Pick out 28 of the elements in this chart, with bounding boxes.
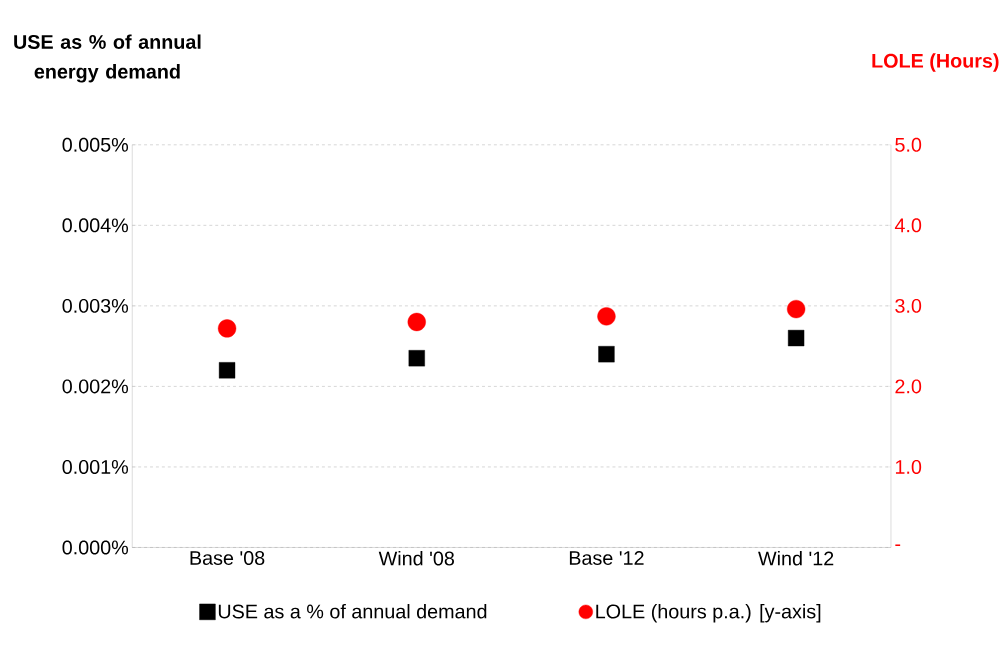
y2-axis-title: LOLE (Hours) (872, 53, 999, 72)
x-tick-label: Wind '08 (378, 551, 455, 566)
y-tick-label: 0.004% (62, 218, 129, 233)
x-tick-label: Base '12 (569, 551, 644, 566)
point (407, 313, 426, 332)
y-axis-title: USE as % of annual energy demand (14, 34, 201, 83)
y2-tick-label: 5.0 (895, 138, 922, 152)
legend-label: LOLE (hours p.a.) [y-axis] (596, 604, 821, 623)
y2-tick-label: 3.0 (895, 299, 922, 314)
point (787, 300, 806, 319)
x-tick-label: Wind '12 (758, 551, 834, 566)
point (598, 346, 615, 363)
y2-tick-label: 2.0 (895, 379, 922, 394)
point (597, 307, 616, 326)
point (787, 330, 805, 347)
point (217, 319, 237, 338)
y-tick-label: 0.003% (62, 299, 129, 314)
point (408, 350, 425, 367)
point (218, 362, 236, 379)
y2-tick-label: 1.0 (895, 460, 922, 475)
y-tick-label: 0.001% (62, 460, 129, 475)
x-tick-label: Base '08 (190, 551, 265, 566)
y2-tick-label: 4.0 (894, 218, 922, 233)
legend-label: USE as a % of annual demand (218, 604, 487, 619)
y2-tick-label: - (895, 544, 901, 547)
y-tick-label: 0.005% (62, 138, 129, 152)
y-tick-label: 0.002% (62, 379, 129, 394)
y-tick-label: 0.000% (62, 540, 129, 555)
